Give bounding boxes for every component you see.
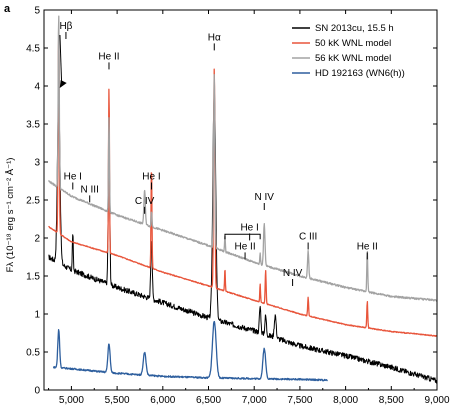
- y-tick-label: 2: [34, 234, 40, 245]
- y-tick-label: 1: [34, 310, 40, 321]
- y-tick-label: 3: [34, 158, 40, 169]
- line-annotation: N IV: [283, 268, 303, 279]
- x-tick-label: 5,500: [105, 395, 130, 406]
- line-annotation: C IV: [135, 196, 155, 207]
- series-line-2: [48, 30, 438, 337]
- legend-entry: SN 2013cu, 15.5 h: [315, 23, 394, 34]
- line-annotation: He II: [235, 241, 256, 252]
- line-annotation: N IV: [255, 192, 275, 203]
- x-tick-label: 8,000: [333, 395, 358, 406]
- series-line-3: [48, 15, 438, 302]
- legend-entry: HD 192163 (WN6(h)): [315, 68, 405, 79]
- x-tick-label: 6,500: [196, 395, 221, 406]
- x-tick-label: 8,500: [379, 395, 404, 406]
- legend: SN 2013cu, 15.5 h 50 kK WNL model 56 kK WN…: [292, 23, 405, 79]
- y-tick-label: 3.5: [26, 120, 40, 131]
- y-tick-label: 1.5: [26, 272, 40, 283]
- line-annotation: C III: [299, 232, 317, 243]
- x-tick-label: 9,000: [424, 395, 449, 406]
- axis-layer: 5,000 5,500 6,000 6,500 7,000 7,500 8,000 8,500…: [26, 6, 450, 407]
- legend-entry: 50 kK WNL model: [315, 38, 391, 49]
- y-tick-label: 4.5: [26, 44, 40, 55]
- line-annotation: He I: [240, 222, 258, 233]
- series-line-4: [52, 320, 328, 382]
- x-tick-label: 6,000: [150, 395, 175, 406]
- y-tick-label: 5: [34, 6, 40, 17]
- line-annotation: He II: [98, 51, 119, 62]
- he-i-bracket: [224, 233, 261, 240]
- y-tick-label: 0.5: [26, 348, 40, 359]
- x-tick-label: 7,500: [287, 395, 312, 406]
- line-annotation: He I: [142, 171, 160, 182]
- series-layer: [48, 15, 438, 384]
- panel-label: a: [4, 3, 11, 15]
- line-annotation: Hα: [208, 32, 221, 43]
- line-annotation: He I: [64, 171, 82, 182]
- annotation-layer: Hβ He II Hα He I N III C IV He I N IV He I He II C…: [59, 21, 378, 286]
- line-annotation: Hβ: [59, 21, 72, 32]
- y-tick-label: 4: [34, 82, 40, 93]
- y-axis-label: Fλ (10⁻¹⁸ erg s⁻¹ cm⁻² Å⁻¹): [5, 158, 16, 273]
- y-tick-label: 2.5: [26, 196, 40, 207]
- series-line-1: [48, 91, 438, 384]
- hbeta-arrow: [59, 34, 63, 87]
- plot-frame: [43, 9, 438, 391]
- x-tick-label: 7,000: [242, 395, 267, 406]
- x-tick-label: 5,000: [59, 395, 84, 406]
- legend-entry: 56 kK WNL model: [315, 53, 391, 64]
- line-annotation: He II: [357, 241, 378, 252]
- y-tick-label: 0: [34, 386, 40, 397]
- arrow-head: [59, 80, 67, 88]
- line-annotation: N III: [81, 184, 99, 195]
